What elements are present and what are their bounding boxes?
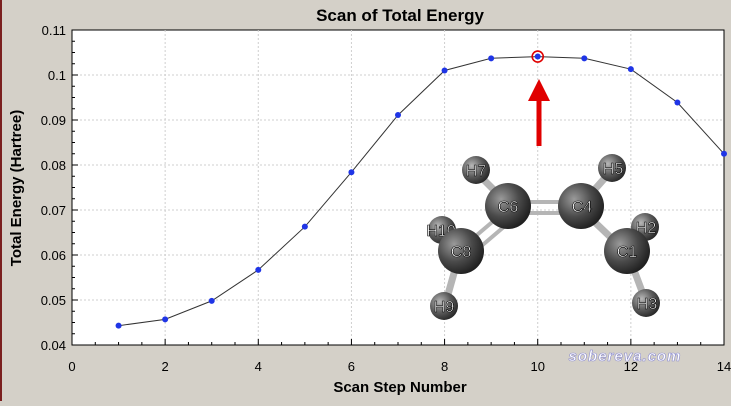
data-point: [721, 150, 727, 157]
atom-h3: H3: [632, 289, 660, 317]
data-point: [208, 297, 215, 304]
atom-c6: C6: [485, 183, 531, 229]
axis-ticks: 0 2 4 6 8 10 12 14 0.04 0.05 0.06 0.07 0.08 0.09 0.1 0.…: [41, 23, 731, 374]
window-left-border: [0, 0, 2, 401]
x-tick-label: 0: [68, 359, 75, 374]
chart-title: Scan of Total Energy: [316, 6, 484, 25]
atom-h9: H9: [430, 292, 458, 320]
y-tick-label: 0.04: [41, 338, 66, 353]
x-tick-label: 8: [441, 359, 448, 374]
x-tick-label: 2: [162, 359, 169, 374]
data-point: [441, 67, 448, 74]
data-point: [581, 55, 588, 62]
x-tick-label: 14: [717, 359, 731, 374]
atom-c8: C8: [438, 228, 484, 274]
atom-h7: H7: [462, 156, 490, 184]
atom-label-h7: H7: [466, 163, 487, 180]
data-point: [115, 322, 122, 329]
data-point: [488, 55, 495, 62]
y-tick-label: 0.06: [41, 248, 66, 263]
x-tick-label: 12: [624, 359, 638, 374]
highlighted-point-ring: [531, 50, 545, 63]
atom-c1: C1: [604, 228, 650, 274]
atom-h5: H5: [598, 154, 626, 182]
series-line: [118, 56, 725, 327]
data-point: [627, 66, 634, 73]
x-tick-label: 6: [348, 359, 355, 374]
highlight-layer: [531, 50, 545, 63]
y-tick-label: 0.05: [41, 293, 66, 308]
x-tick-label: 4: [255, 359, 262, 374]
x-tick-label: 10: [530, 359, 544, 374]
atom-label-c4: C4: [572, 199, 593, 216]
y-tick-label: 0.1: [48, 68, 66, 83]
x-axis-label: Scan Step Number: [333, 379, 467, 396]
arrow-head: [528, 79, 550, 101]
plot-area: [71, 29, 725, 346]
data-point: [395, 112, 401, 119]
grid-lines: [72, 30, 724, 345]
watermark: sobereva.com: [569, 348, 682, 365]
data-point: [301, 223, 308, 230]
y-axis-label: Total Energy (Hartree): [8, 110, 25, 266]
series-layer: [115, 53, 727, 329]
annotation-arrow: [528, 79, 550, 146]
atom-label-c6: C6: [498, 199, 519, 216]
data-point: [674, 99, 681, 106]
atom-label-h3: H3: [637, 296, 658, 313]
atom-label-c8: C8: [451, 244, 472, 261]
data-point: [255, 266, 262, 273]
atom-c4: C4: [558, 183, 604, 229]
y-tick-label: 0.07: [41, 203, 66, 218]
data-point: [348, 169, 355, 176]
y-tick-label: 0.08: [41, 158, 66, 173]
atom-label-h9: H9: [434, 299, 455, 316]
molecule-atoms: H7 H5 H2 H10 C6: [426, 154, 660, 320]
atom-label-c1: C1: [617, 244, 638, 261]
y-tick-label: 0.09: [41, 113, 66, 128]
molecule-structure: H7 H5 H2 H10 C6: [426, 154, 660, 320]
data-point: [162, 316, 169, 323]
atom-label-h5: H5: [603, 161, 624, 178]
data-point: [534, 53, 541, 60]
y-tick-label: 0.11: [42, 23, 66, 38]
